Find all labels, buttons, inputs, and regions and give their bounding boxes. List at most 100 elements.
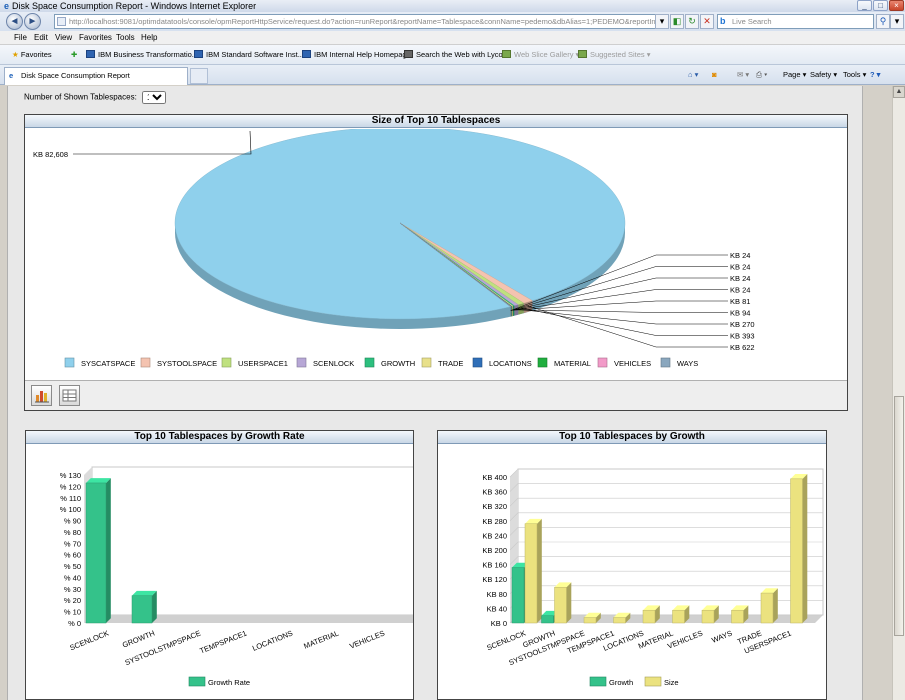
vertical-scrollbar[interactable]: ▲ (892, 86, 905, 700)
close-window-button[interactable]: × (889, 0, 904, 11)
size-pie-panel: Size of Top 10 Tablespaces KB 82,608 KB 2… (24, 114, 848, 411)
bar-size-locations (642, 609, 656, 624)
fav-web-slice-gallery[interactable]: Web Slice Gallery ▾ (502, 45, 579, 65)
legend-swatch-growth (364, 357, 375, 368)
y-tick-label: KB 0 (491, 619, 507, 628)
search-input[interactable]: b Live Search (717, 14, 874, 29)
bar-top-growth-rate (86, 478, 111, 483)
legend-swatch-material (537, 357, 548, 368)
address-row: ◄ ► http://localhost:9081/optimdatatools… (0, 12, 905, 31)
mail-icon[interactable]: ✉ ▾ (737, 70, 750, 79)
x-tick-label: SCENLOCK (485, 629, 527, 653)
y-tick-label: % 100 (60, 505, 81, 514)
safety-menu[interactable]: Safety ▾ (810, 70, 838, 79)
pie-slice-syscatspace (174, 129, 626, 320)
bar-growth-growth (541, 615, 554, 624)
legend-swatch-ways (660, 357, 671, 368)
y-tick-label: KB 280 (482, 517, 507, 526)
y-tick-label: % 70 (64, 539, 81, 548)
address-dropdown-button[interactable]: ▾ (655, 14, 669, 29)
tab-report[interactable]: e Disk Space Consumption Report (4, 67, 188, 85)
bar-side-size (566, 582, 572, 623)
fav-suggested-sites[interactable]: Suggested Sites ▾ (578, 45, 650, 65)
bar-top-size (643, 605, 660, 611)
bar-growth-scenlock (511, 567, 525, 624)
bar-top-size (525, 518, 542, 524)
growth-chart: KB 0 KB 40 KB 80 KB 120 KB 160 KB 200 KB 240 KB… (482, 468, 824, 687)
y-tick-label: % 10 (64, 608, 81, 617)
chart-view-button[interactable] (31, 385, 52, 406)
chart-gridline (509, 483, 823, 492)
bar-size-userspace1 (790, 478, 803, 624)
y-tick-label: KB 400 (482, 473, 507, 482)
search-icon[interactable]: ⚲ (876, 14, 890, 29)
y-tick-label: % 50 (64, 562, 81, 571)
fav-link-ibm-software[interactable]: IBM Standard Software Inst... (194, 45, 304, 65)
search-placeholder: Live Search (732, 17, 772, 26)
pie-data-label: KB 622 (730, 343, 755, 352)
search-options-button[interactable]: ▾ (890, 14, 904, 29)
suggested-sites-icon (578, 50, 587, 58)
legend-label-vehicles: VEHICLES (614, 359, 651, 368)
menu-help[interactable]: Help (141, 33, 158, 42)
bar-top-growth-rate (132, 590, 157, 596)
bar-top-size (584, 612, 601, 618)
x-tick-label: MATERIAL (302, 629, 340, 651)
bar-top-size (761, 588, 778, 594)
bar-side-size (684, 605, 690, 623)
y-tick-label: % 20 (64, 596, 81, 605)
bar-side-size (625, 612, 631, 623)
y-tick-label: % 120 (60, 482, 81, 491)
compatibility-icon[interactable]: ◧ (670, 14, 684, 29)
page-menu[interactable]: Page ▾ (783, 70, 807, 79)
home-icon[interactable]: ⌂ ▾ (688, 70, 699, 79)
fav-link-ibm-business[interactable]: IBM Business Transformatio... (86, 45, 198, 65)
new-tab-button[interactable] (190, 68, 208, 84)
legend-label-syscatspace: SYSCATSPACE (81, 359, 135, 368)
bar-top-size (613, 612, 631, 618)
menu-tools[interactable]: Tools (116, 33, 135, 42)
tools-menu[interactable]: Tools ▾ (843, 70, 867, 79)
minimize-button[interactable]: _ (857, 0, 872, 11)
bar-chart-icon (35, 391, 49, 403)
fav-link-lycos[interactable]: Search the Web with Lycos (404, 45, 506, 65)
bar-side-size (773, 588, 778, 623)
menu-favorites[interactable]: Favorites (79, 33, 112, 42)
forward-button[interactable]: ► (24, 13, 41, 30)
help-icon[interactable]: ? ▾ (870, 70, 881, 79)
legend-swatch-size (644, 676, 662, 687)
favorites-button[interactable]: ★ Favorites (12, 45, 52, 65)
y-tick-label: KB 40 (487, 604, 507, 613)
y-tick-label: % 60 (64, 551, 81, 560)
fav-link-ibm-help[interactable]: IBM Internal Help Homepage (302, 45, 411, 65)
shown-tablespaces-select[interactable]: 10 (142, 91, 167, 104)
pie-data-label: KB 81 (730, 297, 750, 306)
pie-leader-line (513, 309, 728, 313)
table-view-button[interactable] (59, 385, 80, 406)
scroll-up-icon[interactable]: ▲ (893, 86, 905, 98)
address-bar[interactable]: http://localhost:9081/optimdatatools/con… (54, 14, 656, 29)
bar-top-size (731, 605, 749, 611)
shown-tablespaces-label: Number of Shown Tablespaces: (24, 92, 137, 102)
chart-floor (84, 615, 413, 623)
menu-view[interactable]: View (55, 33, 73, 42)
pie-data-label: KB 24 (730, 286, 750, 295)
bar-size-ways (731, 609, 744, 624)
add-favorite-icon[interactable]: ✚ (71, 50, 78, 59)
print-icon[interactable]: ⎙ ▾ (756, 70, 768, 79)
pie-slice-ways (399, 222, 512, 307)
maximize-button[interactable]: □ (873, 0, 888, 11)
pie-leader-line (511, 277, 728, 311)
y-tick-label: KB 360 (482, 488, 507, 497)
scrollbar-thumb[interactable] (894, 396, 904, 636)
chart-gridline (509, 512, 823, 522)
back-button[interactable]: ◄ (6, 13, 23, 30)
y-tick-label: % 130 (60, 471, 81, 480)
menu-edit[interactable]: Edit (34, 33, 48, 42)
refresh-icon[interactable]: ↻ (685, 14, 699, 29)
feeds-icon[interactable]: ◙ (712, 70, 717, 79)
stop-icon[interactable]: ✕ (700, 14, 714, 29)
bar-top-size (790, 474, 808, 479)
menu-file[interactable]: File (14, 33, 27, 42)
x-tick-label: SYSTOOLSTMPSPACE (124, 629, 202, 668)
